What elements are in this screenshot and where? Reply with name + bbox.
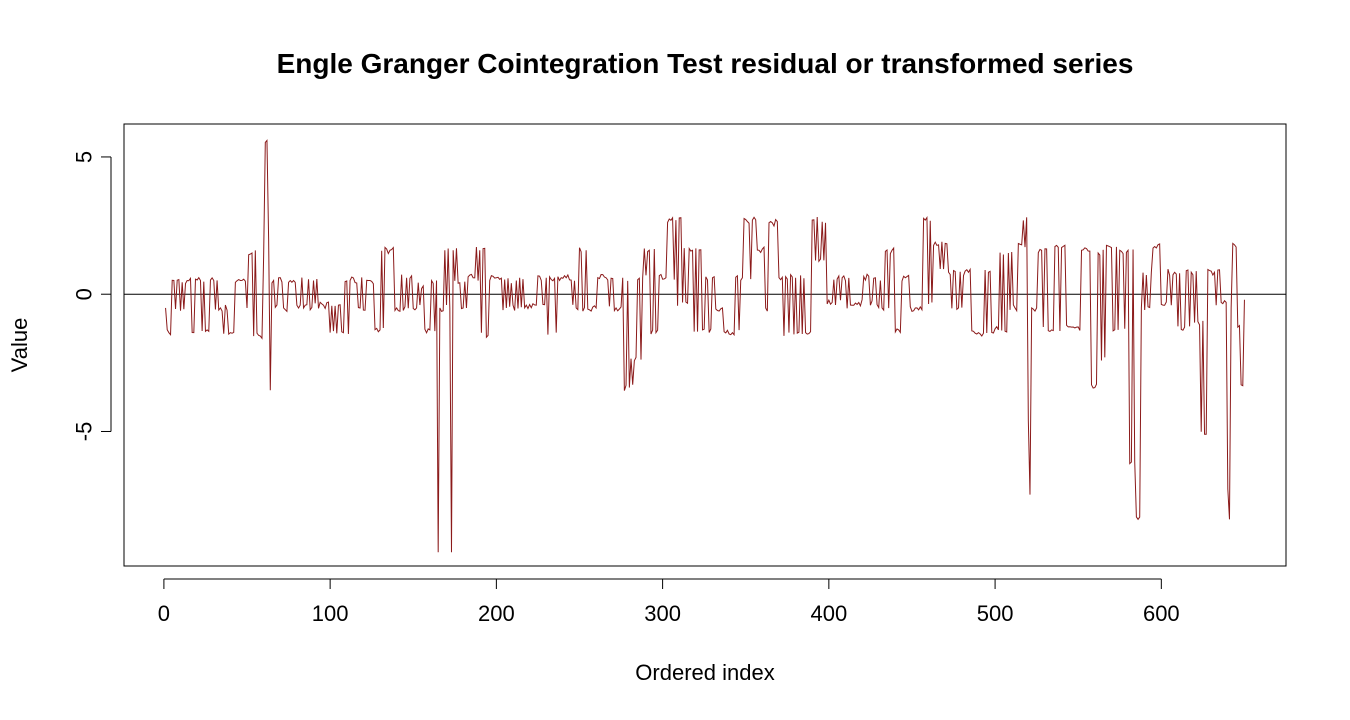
x-tick-label: 600	[1143, 601, 1180, 626]
y-axis-label: Value	[7, 318, 32, 373]
x-tick-label: 200	[478, 601, 515, 626]
series-line	[165, 139, 1245, 553]
x-tick-label: 100	[312, 601, 349, 626]
y-tick-label: 5	[72, 151, 97, 163]
chart-title: Engle Granger Cointegration Test residua…	[277, 48, 1134, 79]
x-axis-label: Ordered index	[635, 660, 774, 685]
x-tick-label: 400	[810, 601, 847, 626]
y-tick-label: 0	[72, 288, 97, 300]
y-tick-label: -5	[72, 422, 97, 442]
y-axis: -5 0 5	[72, 151, 112, 441]
x-axis: 0 100 200 300 400 500 600	[158, 578, 1180, 626]
x-tick-label: 300	[644, 601, 681, 626]
x-tick-label: 500	[977, 601, 1014, 626]
plot-frame	[123, 123, 1287, 567]
x-tick-label: 0	[158, 601, 170, 626]
